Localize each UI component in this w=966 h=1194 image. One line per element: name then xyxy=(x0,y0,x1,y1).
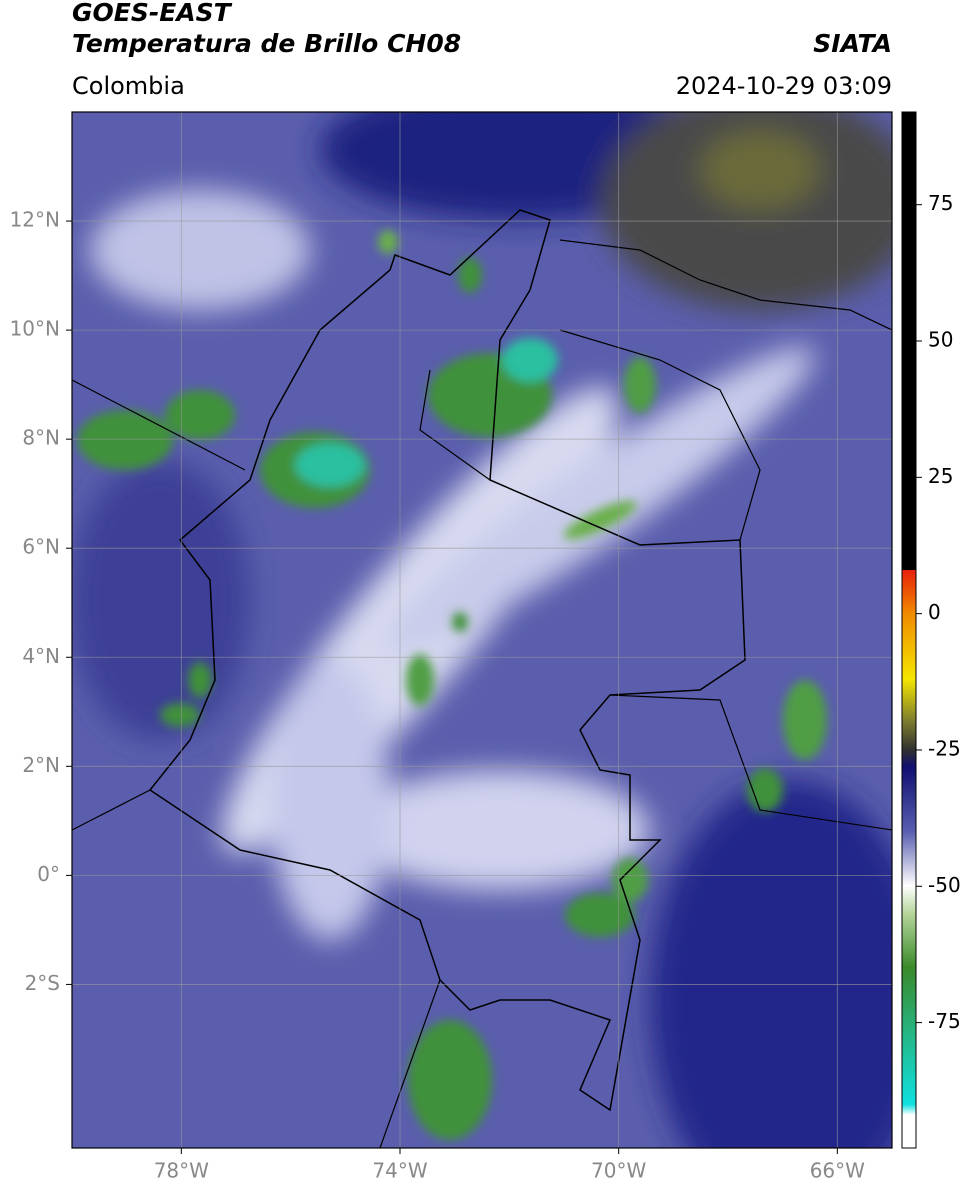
region: Colombia xyxy=(72,72,185,100)
colorbar-tick-label: 50 xyxy=(928,328,953,352)
colorbar-tick-label: 75 xyxy=(928,191,953,215)
colorbar xyxy=(901,111,917,1149)
y-tick-label: 8°N xyxy=(22,426,60,450)
map-frame xyxy=(71,111,893,1149)
y-tick-label: 0° xyxy=(37,862,60,886)
x-tick-label: 78°W xyxy=(154,1159,209,1183)
country-border xyxy=(148,209,746,1112)
y-tick-label: 10°N xyxy=(10,317,60,341)
colorbar-tick-label: -50 xyxy=(928,873,961,897)
y-tick-label: 2°N xyxy=(22,753,60,777)
colorbar-tick-label: 0 xyxy=(928,600,941,624)
y-tick-label: 6°N xyxy=(22,535,60,559)
coastline xyxy=(559,239,892,331)
neighbor-borders xyxy=(72,329,892,1148)
colorbar-tick-label: 25 xyxy=(928,464,953,488)
x-tick-label: 66°W xyxy=(810,1159,865,1183)
colorbar-tick-label: -75 xyxy=(928,1009,961,1033)
y-tick-label: 4°N xyxy=(22,644,60,668)
y-tick-label: 2°S xyxy=(25,971,60,995)
x-tick-label: 74°W xyxy=(372,1159,427,1183)
colorbar-tick-label: -25 xyxy=(928,736,961,760)
satellite-image xyxy=(72,112,892,1148)
title: GOES-EAST xyxy=(72,0,233,27)
datetime: 2024-10-29 03:09 xyxy=(676,72,892,100)
y-tick-label: 12°N xyxy=(10,208,60,232)
subtitle: Temperatura de Brillo CH08 xyxy=(72,29,461,58)
x-tick-label: 70°W xyxy=(591,1159,646,1183)
source: SIATA xyxy=(813,29,892,58)
